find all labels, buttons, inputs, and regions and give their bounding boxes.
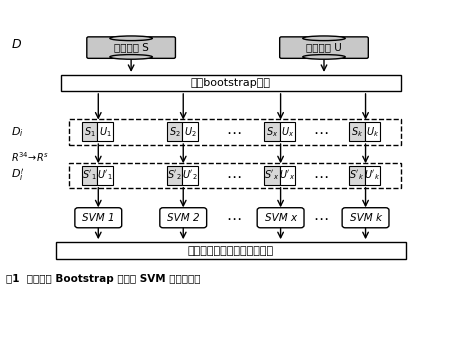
FancyBboxPatch shape bbox=[82, 122, 97, 141]
Text: 图1  基于改进 Bootstrap 抽样的 SVM 组合分类器: 图1 基于改进 Bootstrap 抽样的 SVM 组合分类器 bbox=[6, 274, 201, 284]
FancyBboxPatch shape bbox=[264, 166, 280, 185]
Text: SVM 2: SVM 2 bbox=[167, 213, 200, 223]
Text: $U_k$: $U_k$ bbox=[366, 125, 379, 139]
FancyBboxPatch shape bbox=[365, 122, 380, 141]
Text: 基于概率输出的预测结果集成: 基于概率输出的预测结果集成 bbox=[188, 246, 274, 256]
FancyBboxPatch shape bbox=[61, 75, 401, 91]
Text: $D$: $D$ bbox=[11, 38, 22, 51]
FancyBboxPatch shape bbox=[75, 208, 122, 228]
FancyBboxPatch shape bbox=[82, 166, 97, 185]
Ellipse shape bbox=[303, 36, 345, 41]
FancyBboxPatch shape bbox=[280, 37, 368, 58]
Text: $S_k$: $S_k$ bbox=[351, 125, 363, 139]
Text: $R^{34}\!\rightarrow\!R^s$: $R^{34}\!\rightarrow\!R^s$ bbox=[11, 150, 49, 164]
Text: $\cdots$: $\cdots$ bbox=[313, 168, 328, 183]
Text: SVM 1: SVM 1 bbox=[82, 213, 115, 223]
Ellipse shape bbox=[303, 55, 345, 59]
FancyBboxPatch shape bbox=[87, 37, 176, 58]
FancyBboxPatch shape bbox=[257, 208, 304, 228]
Text: SVM k: SVM k bbox=[350, 213, 382, 223]
Text: $\cdots$: $\cdots$ bbox=[226, 168, 242, 183]
Text: $S'_x$: $S'_x$ bbox=[264, 169, 280, 182]
FancyBboxPatch shape bbox=[182, 166, 198, 185]
Text: $\cdots$: $\cdots$ bbox=[313, 210, 328, 225]
Text: SVM x: SVM x bbox=[265, 213, 297, 223]
Text: $S'_2$: $S'_2$ bbox=[167, 169, 182, 182]
FancyBboxPatch shape bbox=[280, 166, 295, 185]
Text: $S_x$: $S_x$ bbox=[266, 125, 278, 139]
Text: $S'_k$: $S'_k$ bbox=[349, 169, 365, 182]
Text: $D_i$: $D_i$ bbox=[11, 125, 23, 139]
Text: $U'_k$: $U'_k$ bbox=[364, 169, 381, 182]
FancyBboxPatch shape bbox=[182, 122, 198, 141]
FancyBboxPatch shape bbox=[56, 242, 406, 259]
FancyBboxPatch shape bbox=[97, 166, 113, 185]
Ellipse shape bbox=[110, 55, 152, 59]
FancyBboxPatch shape bbox=[97, 122, 113, 141]
Text: $U'_x$: $U'_x$ bbox=[280, 169, 296, 182]
Text: $U_x$: $U_x$ bbox=[281, 125, 294, 139]
FancyBboxPatch shape bbox=[365, 166, 380, 185]
Text: 失稳样本 U: 失稳样本 U bbox=[306, 43, 342, 53]
Text: $U'_2$: $U'_2$ bbox=[182, 169, 198, 182]
Text: 改进bootstrap抽样: 改进bootstrap抽样 bbox=[191, 78, 271, 88]
Text: $U_2$: $U_2$ bbox=[184, 125, 196, 139]
FancyBboxPatch shape bbox=[280, 122, 295, 141]
FancyBboxPatch shape bbox=[349, 122, 365, 141]
Ellipse shape bbox=[110, 36, 152, 41]
Text: $U_1$: $U_1$ bbox=[99, 125, 111, 139]
Text: $\cdots$: $\cdots$ bbox=[313, 124, 328, 139]
Text: $S_2$: $S_2$ bbox=[169, 125, 180, 139]
FancyBboxPatch shape bbox=[342, 208, 389, 228]
Text: 稳定样本 S: 稳定样本 S bbox=[114, 43, 149, 53]
FancyBboxPatch shape bbox=[167, 166, 182, 185]
Text: $S_1$: $S_1$ bbox=[84, 125, 96, 139]
FancyBboxPatch shape bbox=[160, 208, 207, 228]
FancyBboxPatch shape bbox=[167, 122, 182, 141]
Text: $\cdots$: $\cdots$ bbox=[226, 210, 242, 225]
Text: $D_i'$: $D_i'$ bbox=[11, 168, 24, 183]
FancyBboxPatch shape bbox=[349, 166, 365, 185]
Text: $U'_1$: $U'_1$ bbox=[97, 169, 113, 182]
Text: $S'_1$: $S'_1$ bbox=[82, 169, 97, 182]
FancyBboxPatch shape bbox=[264, 122, 280, 141]
Text: $\cdots$: $\cdots$ bbox=[226, 124, 242, 139]
